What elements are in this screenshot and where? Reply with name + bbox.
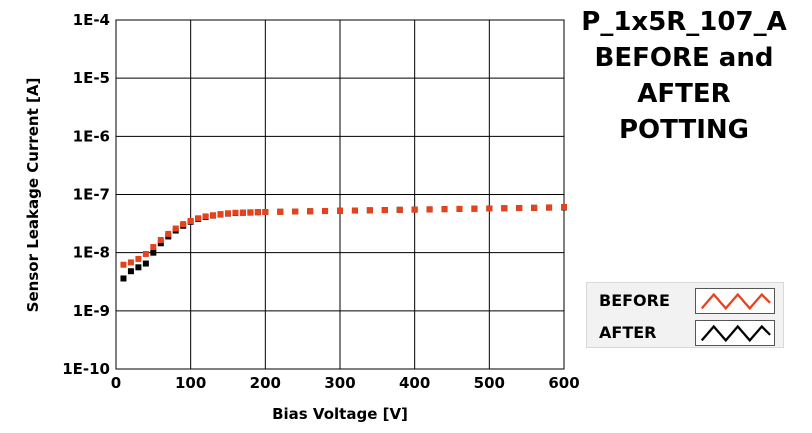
x-axis-title: Bias Voltage [V] [272, 405, 408, 423]
series-before [120, 203, 567, 268]
data-point-after [135, 264, 142, 271]
data-point-before [441, 206, 448, 213]
data-point-before [426, 206, 433, 213]
grid [115, 19, 565, 370]
data-point-before [277, 208, 284, 215]
y-axis-ticks: 1E-10 1E-9 1E-8 1E-7 1E-6 1E-5 1E-4 [62, 11, 110, 378]
y-tick-label: 1E-6 [73, 127, 110, 145]
legend-swatch-before [695, 288, 775, 314]
y-tick-label: 1E-4 [73, 11, 110, 29]
data-point-before [217, 211, 224, 218]
data-point-after [150, 249, 157, 256]
data-point-before [351, 207, 358, 214]
data-point-before [262, 209, 269, 216]
x-tick-label: 300 [324, 374, 355, 392]
data-point-before [396, 206, 403, 213]
data-point-before [307, 208, 314, 215]
data-point-before [127, 259, 134, 266]
data-point-before [142, 250, 149, 257]
data-point-before [202, 213, 209, 220]
x-tick-label: 500 [474, 374, 505, 392]
title-line-4: POTTING [619, 115, 749, 145]
data-point-before [516, 205, 523, 212]
data-point-before [486, 205, 493, 212]
y-tick-label: 1E-7 [73, 186, 110, 204]
x-tick-label: 400 [399, 374, 430, 392]
data-point-before [172, 225, 179, 232]
data-point-before [195, 215, 202, 222]
y-axis-title: Sensor Leakage Current [A] [24, 78, 42, 313]
series-after [120, 204, 567, 282]
y-tick-label: 1E-10 [62, 360, 110, 378]
data-point-before [292, 208, 299, 215]
data-point-before [165, 230, 172, 237]
data-point-before [150, 244, 157, 251]
data-point-before [254, 209, 261, 216]
y-tick-label: 1E-8 [73, 244, 110, 262]
data-point-before [531, 204, 538, 211]
title-line-2: BEFORE and [594, 43, 774, 73]
data-point-before [546, 204, 553, 211]
x-axis-ticks: 0 100 200 300 400 500 600 [111, 374, 580, 392]
data-point-before [239, 209, 246, 216]
legend-swatch-after [695, 320, 775, 346]
x-tick-label: 200 [250, 374, 281, 392]
legend-item-before: BEFORE [587, 285, 783, 317]
data-point-before [471, 205, 478, 212]
series-layer [120, 203, 567, 282]
data-point-before [157, 237, 164, 244]
y-tick-label: 1E-5 [73, 69, 110, 87]
data-point-before [232, 209, 239, 216]
data-point-before [120, 261, 127, 268]
legend-label-after: AFTER [599, 323, 657, 342]
data-point-after [120, 275, 127, 282]
legend-label-before: BEFORE [599, 291, 670, 310]
x-tick-label: 100 [175, 374, 206, 392]
chart-title: P_1x5R_107_A BEFORE and AFTER POTTING [560, 4, 808, 148]
x-tick-label: 0 [111, 374, 121, 392]
data-point-after [142, 260, 149, 267]
data-point-after [157, 240, 164, 247]
x-tick-label: 600 [548, 374, 579, 392]
data-point-before [381, 207, 388, 214]
data-point-before [322, 208, 329, 215]
data-point-before [456, 205, 463, 212]
data-point-before [180, 221, 187, 228]
data-point-before [366, 207, 373, 214]
data-point-before [337, 207, 343, 214]
data-point-before [225, 210, 231, 217]
data-point-before [501, 205, 508, 212]
y-tick-label: 1E-9 [73, 302, 110, 320]
data-point-before [210, 212, 217, 219]
data-point-before [135, 255, 142, 262]
legend-item-after: AFTER [587, 317, 783, 349]
legend: BEFORE AFTER [586, 282, 784, 348]
data-point-after [127, 268, 134, 275]
plot-frame [115, 19, 565, 370]
data-point-before [561, 203, 567, 210]
title-line-3: AFTER [637, 79, 731, 109]
data-point-before [247, 209, 254, 216]
data-point-before [187, 218, 194, 225]
data-point-before [411, 206, 418, 213]
title-line-1: P_1x5R_107_A [581, 7, 787, 37]
